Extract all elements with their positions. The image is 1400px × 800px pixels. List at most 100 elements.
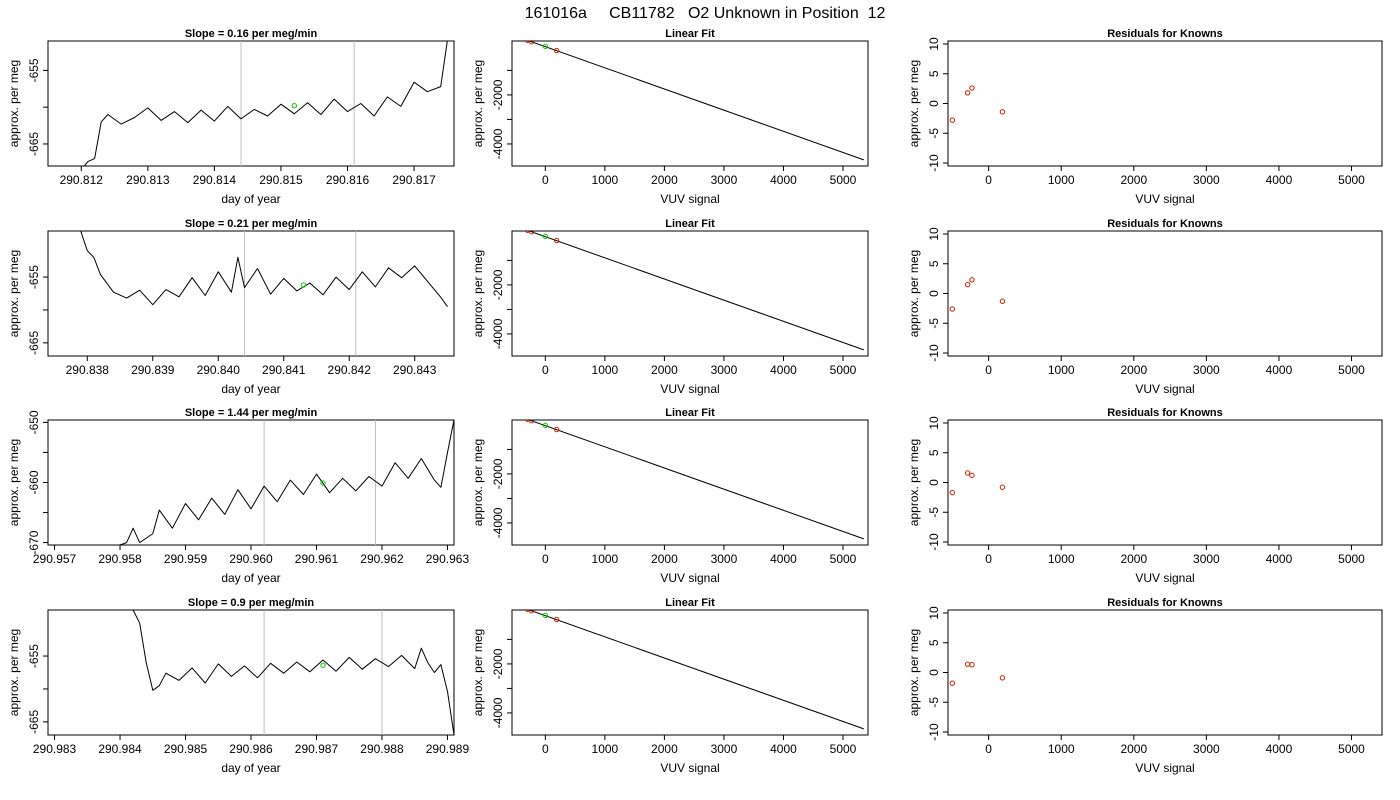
x-tick-label: 1000 <box>592 742 619 756</box>
y-tick-label: -4000 <box>491 128 505 159</box>
known-point <box>969 472 975 479</box>
known-point <box>528 41 535 45</box>
unknown-point <box>291 103 297 109</box>
plot-area <box>949 277 1006 312</box>
y-tick-label: -670 <box>27 530 41 554</box>
known-point <box>524 420 531 422</box>
y-axis-label: approx. per meg <box>7 629 21 716</box>
x-axis-label: VUV signal <box>1135 761 1194 775</box>
y-tick-label: 0 <box>927 669 941 676</box>
y-tick-label: 10 <box>927 606 941 620</box>
x-tick-label: 3000 <box>711 742 738 756</box>
y-tick-label: 5 <box>927 639 941 646</box>
signal-trace <box>80 231 448 307</box>
y-tick-label: -665 <box>27 132 41 156</box>
x-tick-label: 2000 <box>1120 173 1147 187</box>
unknown-point <box>320 480 326 486</box>
x-tick-label: 4000 <box>1266 363 1293 377</box>
x-axis-label: VUV signal <box>1135 571 1194 585</box>
y-tick-label: -665 <box>27 710 41 734</box>
unknown-point <box>542 612 549 619</box>
y-tick-label: -2000 <box>491 79 505 110</box>
x-tick-label: 2000 <box>1120 363 1147 377</box>
x-tick-label: 290.957 <box>33 552 77 566</box>
panel-r2c3: Residuals for Knowns 0 1000 2000 3000 4000 500… <box>907 218 1383 396</box>
y-tick-label: 5 <box>927 260 941 267</box>
x-tick-label: 290.841 <box>262 363 306 377</box>
x-tick-label: 3000 <box>711 363 738 377</box>
y-axis-label: approx. per meg <box>471 60 485 147</box>
y-tick-label: -655 <box>27 265 41 289</box>
panel-r1c3: Residuals for Knowns 0 1000 2000 3000 4000 500… <box>907 28 1383 206</box>
x-tick-label: 290.963 <box>426 552 470 566</box>
x-axis-label: VUV signal <box>1135 382 1194 396</box>
x-tick-label: 290.817 <box>392 173 436 187</box>
plot-frame <box>947 230 1383 357</box>
plot-frame <box>511 230 869 357</box>
known-point <box>949 117 956 123</box>
x-tick-label: 290.839 <box>131 363 175 377</box>
x-tick-label: 3000 <box>1193 552 1220 566</box>
plot-frame <box>511 609 869 736</box>
known-point <box>528 420 535 424</box>
y-tick-label: -10 <box>927 723 941 741</box>
known-point <box>999 675 1006 681</box>
panel-title: Linear Fit <box>665 218 715 230</box>
panel-title: Residuals for Knowns <box>1107 407 1223 419</box>
y-tick-label: 0 <box>927 479 941 486</box>
y-tick-label: -4000 <box>491 318 505 349</box>
y-tick-label: -10 <box>927 344 941 362</box>
plot-frame <box>947 609 1383 736</box>
x-tick-label: 290.983 <box>33 742 77 756</box>
plot-frame <box>47 230 455 357</box>
x-tick-label: 1000 <box>1048 173 1075 187</box>
plot-area <box>524 41 865 161</box>
y-tick-label: 10 <box>927 37 941 51</box>
x-tick-label: 5000 <box>1338 363 1365 377</box>
known-point <box>964 661 971 667</box>
known-point <box>553 426 560 433</box>
x-tick-label: 2000 <box>651 173 678 187</box>
panel-title: Slope = 0.9 per meg/min <box>188 597 315 609</box>
x-tick-label: 3000 <box>1193 363 1220 377</box>
figure-title: 161016a CB11782 O2 Unknown in Position 1… <box>525 5 886 22</box>
x-axis-label: day of year <box>221 192 280 206</box>
x-tick-label: 4000 <box>770 173 797 187</box>
plot-frame <box>511 40 869 167</box>
plot-area <box>83 41 448 166</box>
panel-title: Residuals for Knowns <box>1107 28 1223 40</box>
known-point <box>969 662 975 668</box>
x-tick-label: 4000 <box>1266 742 1293 756</box>
panel-grid: Slope = 0.16 per meg/min 290.812 290.813 29… <box>7 28 1383 775</box>
y-tick-label: -2000 <box>491 269 505 300</box>
x-tick-label: 0 <box>985 742 992 756</box>
x-tick-label: 4000 <box>770 742 797 756</box>
unknown-point <box>542 233 549 240</box>
plot-area <box>524 420 865 540</box>
known-point <box>553 237 560 244</box>
x-axis-label: day of year <box>221 761 280 775</box>
plot-frame <box>511 419 869 546</box>
x-tick-label: 0 <box>985 173 992 187</box>
panel-r3c2: Linear Fit 0 1000 2000 3000 4000 5000 -4000 -200… <box>471 407 869 585</box>
unknown-point <box>300 282 307 288</box>
y-tick-label: 5 <box>927 449 941 456</box>
panel-title: Slope = 0.16 per meg/min <box>185 28 318 40</box>
x-tick-label: 0 <box>542 363 549 377</box>
x-tick-label: 3000 <box>711 173 738 187</box>
y-tick-label: 10 <box>927 416 941 430</box>
x-tick-label: 5000 <box>830 363 857 377</box>
x-tick-label: 1000 <box>592 173 619 187</box>
x-tick-label: 1000 <box>1048 742 1075 756</box>
unknown-point <box>542 422 549 429</box>
y-tick-label: -655 <box>27 58 41 82</box>
y-tick-label: -2000 <box>491 648 505 679</box>
x-tick-label: 290.986 <box>229 742 273 756</box>
x-tick-label: 5000 <box>1338 552 1365 566</box>
plot-area <box>132 610 454 735</box>
y-tick-label: -10 <box>927 154 941 172</box>
y-tick-label: -5 <box>927 697 941 708</box>
known-point <box>949 306 956 312</box>
x-tick-label: 290.987 <box>295 742 339 756</box>
